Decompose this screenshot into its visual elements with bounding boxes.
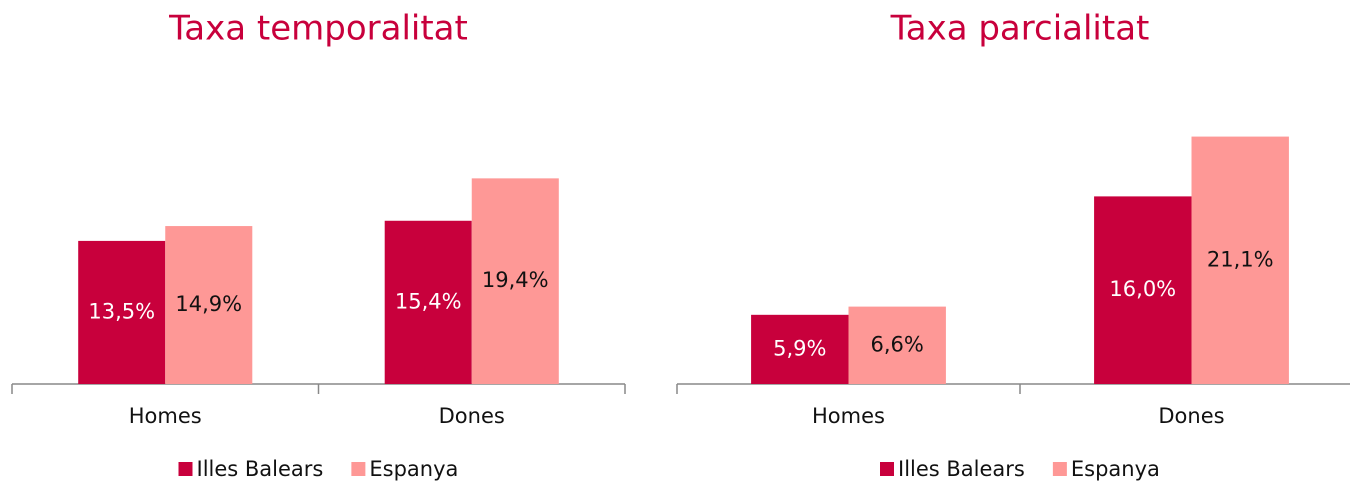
- legend-label: Espanya: [369, 457, 458, 481]
- value-label: 21,1%: [1207, 247, 1274, 271]
- value-label: 16,0%: [1109, 277, 1176, 301]
- bar: [384, 220, 472, 384]
- value-label: 14,9%: [175, 292, 242, 316]
- legend-swatch: [880, 462, 894, 476]
- bar: [751, 314, 849, 384]
- value-label: 6,6%: [871, 332, 924, 356]
- value-label: 13,5%: [88, 299, 155, 323]
- x-tick-label: Dones: [439, 404, 505, 428]
- legend-swatch: [178, 462, 193, 476]
- bar: [1094, 196, 1192, 384]
- bar: [471, 178, 559, 384]
- bar: [165, 226, 253, 384]
- legend-label: Illes Balears: [898, 457, 1025, 481]
- value-label: 5,9%: [773, 336, 826, 360]
- legend-swatch: [351, 462, 366, 476]
- x-tick-label: Dones: [1158, 404, 1224, 428]
- chart-title: Taxa temporalitat: [168, 9, 468, 49]
- bar: [1191, 136, 1289, 384]
- x-tick-label: Homes: [129, 404, 202, 428]
- legend-label: Illes Balears: [197, 457, 324, 481]
- x-tick-label: Homes: [812, 404, 885, 428]
- legend-swatch: [1052, 462, 1067, 476]
- legend-label: Espanya: [1071, 457, 1160, 481]
- chart-title: Taxa parcialitat: [890, 9, 1150, 49]
- bar: [848, 306, 946, 384]
- bar: [78, 240, 166, 384]
- value-label: 15,4%: [395, 289, 462, 313]
- value-label: 19,4%: [482, 268, 549, 292]
